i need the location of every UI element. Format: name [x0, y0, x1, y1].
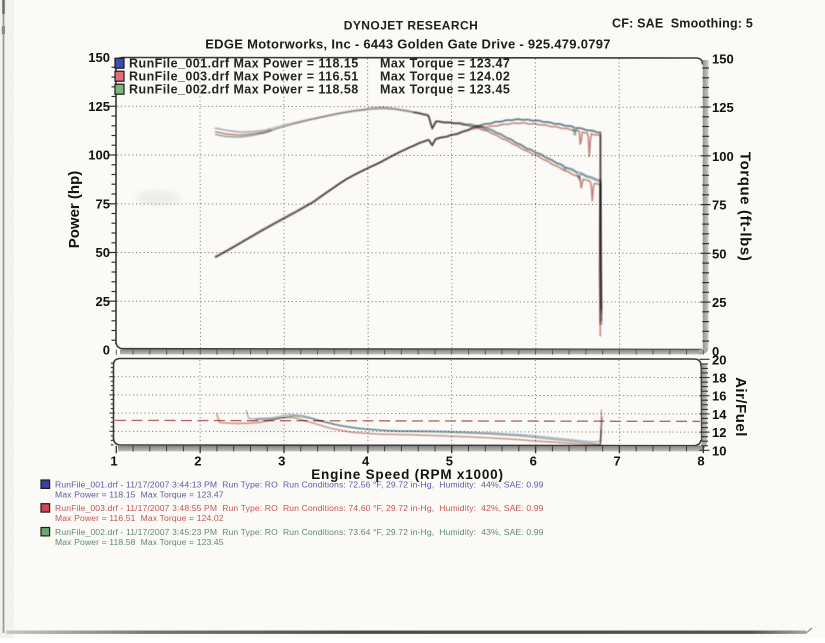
svg-text:Power (hp): Power (hp): [66, 171, 83, 249]
svg-text:0: 0: [103, 343, 110, 358]
svg-text:Max Power = 118.58 Max Torque: Max Power = 118.58 Max Torque = 123.45: [55, 537, 224, 547]
svg-text:CF: SAE Smoothing: 5: CF: SAE Smoothing: 5: [612, 16, 753, 30]
svg-text:3: 3: [278, 454, 285, 469]
svg-text:18: 18: [712, 371, 726, 386]
svg-text:6: 6: [530, 454, 537, 469]
svg-text:Air/Fuel: Air/Fuel: [732, 377, 749, 437]
svg-text:EDGE Motorworks, Inc - 6443 Go: EDGE Motorworks, Inc - 6443 Golden Gate …: [205, 37, 611, 52]
svg-text:DYNOJET RESEARCH: DYNOJET RESEARCH: [344, 19, 479, 33]
svg-text:RunFile_001.drf Max Power = 11: RunFile_001.drf Max Power = 118.15: [129, 56, 359, 70]
svg-text:25: 25: [712, 295, 726, 310]
svg-text:1: 1: [110, 454, 117, 469]
svg-text:2: 2: [194, 454, 201, 469]
svg-text:Max Torque = 123.47: Max Torque = 123.47: [380, 56, 510, 70]
svg-text:8: 8: [697, 454, 704, 469]
svg-text:150: 150: [88, 50, 110, 65]
svg-text:12: 12: [712, 425, 726, 440]
svg-text:50: 50: [96, 245, 110, 260]
svg-text:RunFile_003.drf Max Power = 11: RunFile_003.drf Max Power = 116.51: [129, 69, 359, 83]
svg-text:100: 100: [712, 149, 734, 164]
svg-text:75: 75: [712, 198, 726, 213]
svg-text:20: 20: [712, 352, 726, 367]
svg-text:Max Power = 118.15 Max Torque: Max Power = 118.15 Max Torque = 123.47: [55, 490, 224, 500]
svg-text:RunFile_003.drf - 11/17/2007 3: RunFile_003.drf - 11/17/2007 3:48:55 PM …: [55, 503, 544, 513]
svg-text:RunFile_002.drf - 11/17/2007 3: RunFile_002.drf - 11/17/2007 3:45:23 PM …: [55, 527, 544, 537]
svg-text:25: 25: [96, 294, 110, 309]
svg-text:10: 10: [712, 443, 726, 458]
svg-text:14: 14: [712, 407, 727, 422]
svg-text:Max Power = 116.51 Max Torque: Max Power = 116.51 Max Torque = 124.02: [55, 513, 224, 523]
svg-text:RunFile_002.drf Max Power = 11: RunFile_002.drf Max Power = 118.58: [129, 82, 359, 96]
svg-text:16: 16: [712, 389, 726, 404]
svg-text:Max Torque = 124.02: Max Torque = 124.02: [380, 69, 510, 83]
svg-text:150: 150: [712, 51, 734, 66]
svg-text:100: 100: [88, 148, 110, 163]
svg-text:Max Torque = 123.45: Max Torque = 123.45: [380, 82, 510, 96]
svg-text:125: 125: [88, 99, 110, 114]
svg-text:125: 125: [712, 100, 734, 115]
svg-text:Torque (ft-lbs): Torque (ft-lbs): [737, 152, 754, 262]
svg-text:7: 7: [614, 454, 621, 469]
svg-text:RunFile_001.drf - 11/17/2007 3: RunFile_001.drf - 11/17/2007 3:44:13 PM …: [55, 480, 544, 490]
svg-text:50: 50: [712, 246, 726, 261]
svg-text:75: 75: [96, 196, 110, 211]
